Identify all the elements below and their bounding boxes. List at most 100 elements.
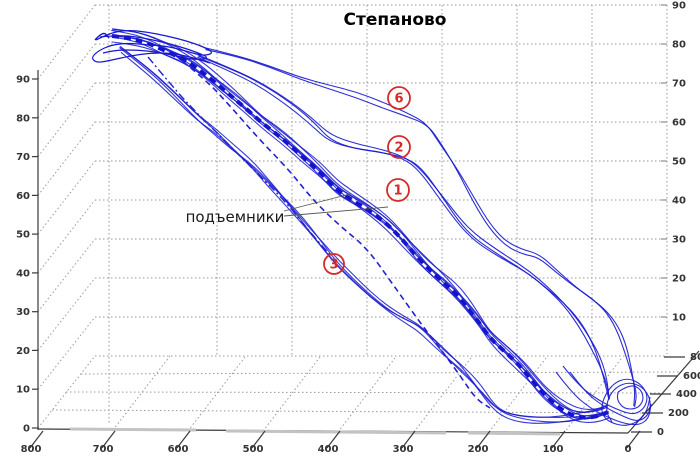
gridline-floor-diagonal: [187, 356, 246, 432]
tick-label: 80: [16, 113, 30, 124]
lift-annotation-label: подъемники: [185, 208, 285, 226]
tick-mark: [551, 430, 566, 449]
gridline-wall-slant: [37, 316, 96, 390]
curve-route-3-bundle: [119, 45, 605, 418]
curve-lift-line-b-dashdot: [147, 56, 331, 256]
gridline-floor-diagonal: [262, 356, 321, 432]
curve-route-1-main-thick-dashed: [111, 34, 609, 420]
tick-mark: [476, 430, 491, 449]
curve-route-6-bundle: [204, 47, 636, 407]
gridline-floor-diagonal: [112, 355, 171, 431]
route-marker-number-3: 3: [329, 258, 338, 273]
curve-route-3-bundle: [120, 46, 605, 418]
gridline-wall-slant: [37, 277, 96, 351]
tick-label: 800: [21, 444, 42, 455]
gridline-wall-slant: [37, 160, 96, 235]
curve-route-6-bundle: [205, 49, 637, 408]
gridline-wall-slant: [37, 4, 96, 80]
gridline-floor: [65, 391, 663, 394]
tick-mark: [29, 430, 44, 449]
curve-end-knot-tangle-2: [569, 371, 651, 423]
curve-route-1-bundle: [111, 28, 608, 410]
tick-label: 0: [657, 427, 664, 438]
curve-end-knot-tangle-3: [555, 371, 652, 426]
tick-label: 30: [672, 235, 686, 246]
curve-route-2-bundle: [197, 54, 610, 396]
tick-label: 500: [243, 444, 264, 455]
gridline-floor-diagonal: [413, 357, 472, 433]
tick-label: 100: [543, 444, 564, 455]
tick-label: 90: [16, 75, 30, 86]
tick-label: 400: [318, 444, 339, 455]
tick-label: 50: [672, 157, 686, 168]
route-marker-number-1: 1: [393, 184, 402, 199]
curve-route-1-bundle: [111, 41, 610, 423]
route-marker-circle-2: [387, 135, 411, 159]
curve-route-2-bundle: [198, 55, 610, 400]
tick-label: 0: [625, 444, 632, 455]
tick-label: 50: [16, 230, 30, 241]
curve-end-knot-tangle-4: [616, 385, 644, 410]
curve-lift-line-a-dashed: [174, 54, 491, 409]
gridline-wall-slant: [37, 355, 96, 429]
gridline-wall-slant: [37, 121, 96, 196]
tick-label: 10: [16, 385, 30, 396]
tick-label: 200: [668, 408, 689, 419]
axis-gray-segment: [69, 427, 197, 432]
tick-label: 80: [672, 40, 686, 51]
curve-route-1-bundle: [111, 29, 609, 413]
route-marker-number-6: 6: [394, 92, 403, 107]
curve-start-flag: [94, 32, 110, 41]
tick-label: 800: [690, 352, 700, 363]
tick-label: 200: [468, 444, 489, 455]
curve-end-knot-tangle-1: [562, 365, 651, 426]
gridline-floor: [51, 409, 646, 414]
annotation-callout-line: [283, 193, 351, 212]
tick-label: 600: [168, 444, 189, 455]
gridline-floor-diagonal: [337, 357, 396, 433]
route-marker-circle-3: [323, 253, 345, 275]
route-marker-number-2: 2: [394, 141, 403, 156]
curve-route-2-bundle: [197, 56, 611, 400]
tick-mark: [326, 430, 341, 449]
tick-mark: [401, 430, 416, 449]
gridline-wall-slant: [37, 82, 96, 157]
tick-label: 40: [16, 268, 30, 279]
gridline-wall-slant: [37, 43, 96, 119]
curve-start-knot-tangle-2: [99, 35, 208, 60]
curve-start-knot-tangle-1: [92, 30, 212, 64]
tick-mark: [176, 430, 191, 449]
route-marker-circle-6: [387, 86, 411, 110]
tick-label: 0: [23, 424, 30, 435]
annotation-callout-line: [283, 206, 389, 217]
chart-title: Степаново: [343, 10, 447, 30]
tick-mark: [626, 430, 641, 449]
tick-label: 70: [672, 79, 686, 90]
tick-label: 60: [16, 191, 30, 202]
tick-mark: [251, 430, 266, 449]
tick-label: 300: [393, 444, 414, 455]
gridline-wall-slant: [37, 199, 96, 274]
gridline-floor: [80, 371, 681, 375]
axis-gray-segment: [467, 431, 561, 436]
tick-label: 700: [93, 444, 114, 455]
route-marker-circle-1: [386, 178, 410, 202]
tick-label: 70: [16, 152, 30, 163]
axis-gray-segment: [225, 429, 447, 435]
tick-label: 400: [676, 389, 697, 400]
tick-label: 20: [16, 346, 30, 357]
gridline-wall-slant: [37, 238, 96, 312]
tick-label: 40: [672, 196, 686, 207]
tick-label: 20: [672, 274, 686, 285]
curve-route-1-bundle: [112, 36, 608, 420]
tick-label: 10: [672, 313, 686, 324]
tick-label: 60: [672, 118, 686, 129]
tick-label: 30: [16, 307, 30, 318]
tick-label: 600: [683, 371, 700, 382]
tick-mark: [101, 430, 116, 449]
curve-route-3-bundle: [120, 51, 606, 424]
tick-label: 90: [672, 1, 686, 12]
curve-route-3-bundle: [118, 47, 604, 423]
